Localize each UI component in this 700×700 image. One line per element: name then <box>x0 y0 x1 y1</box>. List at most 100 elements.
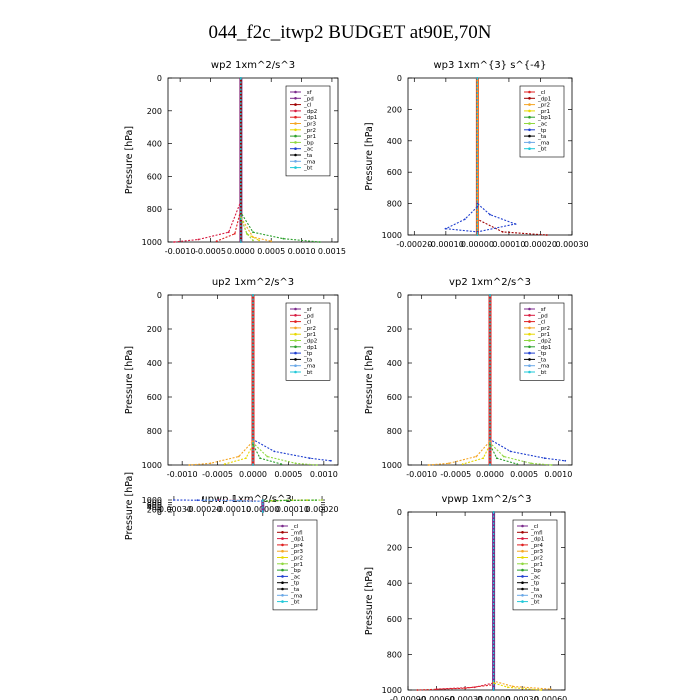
legend-label: _bt <box>303 370 313 376</box>
legend-marker <box>528 115 531 119</box>
legend-marker <box>281 594 284 597</box>
legend-marker <box>528 351 531 355</box>
legend-marker <box>281 556 284 559</box>
plot-frame <box>407 511 566 691</box>
legend-label: _dp2 <box>303 339 317 345</box>
legend-label: _pd <box>303 96 314 102</box>
x-tick-label: -0.00030 <box>156 505 192 514</box>
legend-label: _ac <box>303 147 313 153</box>
legend-marker <box>294 370 297 374</box>
legend-marker <box>281 524 284 528</box>
legend-marker <box>294 153 297 157</box>
y-tick-label: 1000 <box>382 686 402 695</box>
legend-marker <box>528 339 531 342</box>
data-point <box>549 688 552 690</box>
data-point <box>252 440 254 443</box>
x-tick-label: 0.00000 <box>477 695 510 700</box>
data-point <box>227 231 230 234</box>
data-point <box>545 234 548 236</box>
legend-label: _dp2 <box>303 109 317 115</box>
x-tick-label: -0.00020 <box>396 240 432 249</box>
legend-marker <box>294 320 297 323</box>
legend-marker <box>528 320 531 323</box>
legend-label: _dp1 <box>530 537 544 543</box>
legend-marker <box>528 332 531 336</box>
legend-marker <box>521 524 524 528</box>
legend-label: _ma <box>537 364 549 370</box>
legend-marker <box>281 549 284 553</box>
data-point <box>501 231 504 233</box>
legend-marker <box>281 537 284 540</box>
legend-label: _mfl <box>530 530 543 536</box>
data-point <box>509 450 512 453</box>
legend-marker <box>294 109 297 113</box>
x-tick-label: 0.0010 <box>288 247 316 256</box>
data-point <box>489 213 491 216</box>
data-point <box>285 499 288 502</box>
data-point <box>543 457 546 460</box>
legend-label: _pr2 <box>530 556 543 562</box>
legend-label: _pr1 <box>303 332 316 338</box>
legend-marker <box>294 332 297 336</box>
y-tick-label: 0 <box>157 74 162 83</box>
legend-marker <box>281 587 284 591</box>
y-tick-label: 200 <box>147 325 162 334</box>
legend-label: _pr1 <box>537 332 550 338</box>
data-point <box>233 232 236 235</box>
legend-marker <box>294 160 297 163</box>
legend-label: _bt <box>530 600 540 606</box>
y-tick-label: 800 <box>387 200 402 209</box>
legend-label: _ma <box>530 593 542 599</box>
legend: _cl_dp1_pr2_pr1_bp1_ac_tp_ta_ma_bt <box>519 85 565 158</box>
legend-marker <box>521 587 524 591</box>
legend-label: _pd <box>537 313 548 319</box>
x-tick-label: 0.00010 <box>276 505 309 514</box>
series-line-pr2 <box>428 295 491 466</box>
series-line-pr4 <box>417 512 495 691</box>
data-point <box>427 464 430 466</box>
legend-marker <box>294 134 297 138</box>
legend-marker <box>528 358 531 361</box>
legend-marker <box>294 351 297 355</box>
series-line-pr1 <box>224 295 254 465</box>
series-line-pr2 <box>189 295 254 466</box>
legend-label: _pr3 <box>530 549 544 555</box>
legend-marker <box>528 326 531 330</box>
legend-label: _pr1 <box>290 562 303 568</box>
panel-title: upwp 1xm^2/s^3 <box>201 494 291 505</box>
legend-marker <box>528 90 531 94</box>
legend-marker <box>281 531 284 534</box>
data-point <box>188 464 191 466</box>
legend-label: _dp1 <box>537 96 551 102</box>
legend-marker <box>294 307 297 311</box>
data-point <box>240 241 242 243</box>
series-line-dp2 <box>174 78 242 243</box>
data-point <box>514 223 517 225</box>
legend-label: _tp <box>537 351 547 357</box>
legend-label: _dp2 <box>537 339 551 345</box>
x-tick-label: 0.0000 <box>476 470 504 479</box>
x-tick-label: -0.00010 <box>215 505 251 514</box>
y-tick-label: 200 <box>387 105 402 114</box>
y-tick-label: 200 <box>147 506 162 515</box>
x-tick-label: 0.0000 <box>239 470 267 479</box>
data-point <box>266 455 269 458</box>
y-tick-label: 800 <box>387 427 402 436</box>
y-tick-label: 1000 <box>382 231 402 240</box>
series-line-pr1 <box>462 295 491 465</box>
legend-marker <box>521 594 524 597</box>
data-point <box>489 294 491 296</box>
series-line-dp1 <box>216 78 242 242</box>
legend-marker <box>281 600 284 603</box>
legend-label: _pr2 <box>537 103 550 109</box>
legend-label: _ma <box>303 364 315 370</box>
legend-marker <box>528 307 531 311</box>
data-point <box>550 464 553 466</box>
data-point <box>196 499 199 502</box>
legend-marker <box>528 97 531 100</box>
data-point <box>330 459 332 462</box>
data-point <box>476 234 479 236</box>
legend-label: _pr1 <box>530 562 543 568</box>
legend-marker <box>521 549 524 553</box>
legend: _cl_mfl_dp1_pr4_pr3_pr2_pr1_bp_ac_tp_ta_… <box>272 519 318 611</box>
